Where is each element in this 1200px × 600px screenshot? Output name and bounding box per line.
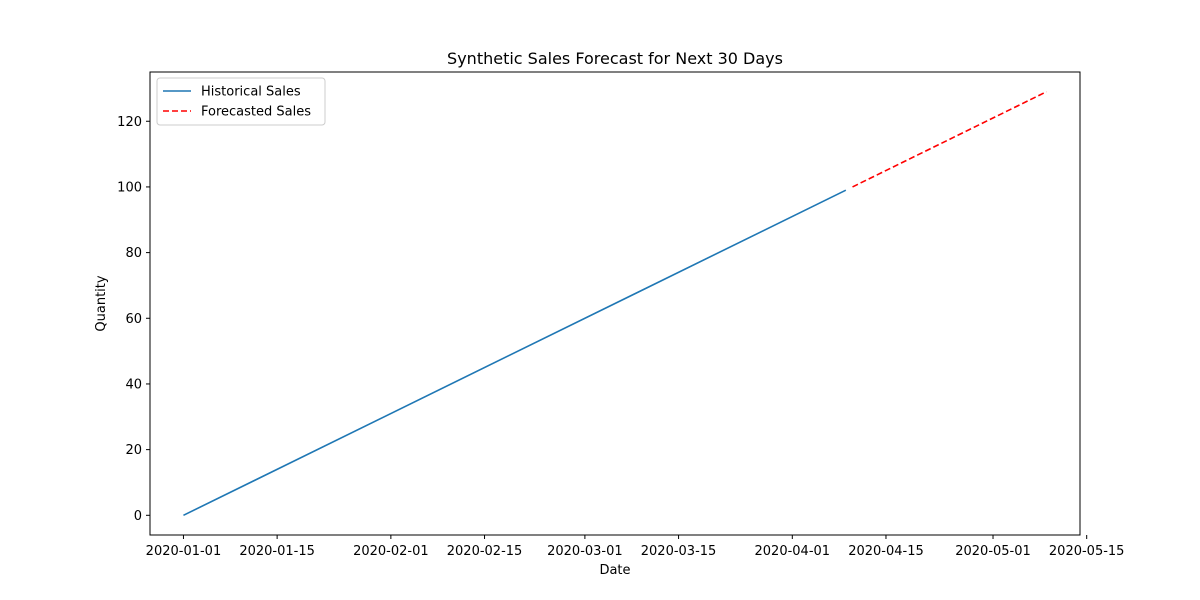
series-line-historical-sales [183,189,847,517]
y-tick-label: 0 [134,509,142,524]
x-tick-label: 2020-02-01 [353,544,429,559]
legend-entry-label: Forecasted Sales [201,105,311,120]
plot-frame [149,71,1081,536]
y-tick-label: 60 [125,312,142,327]
y-axis-label: Quantity [94,275,109,331]
legend-entry-label: Historical Sales [201,85,301,100]
x-tick-label: 2020-03-15 [641,544,717,559]
y-tick-label: 100 [117,180,142,195]
y-tick-label: 120 [117,115,142,130]
x-axis-label: Date [599,563,630,578]
x-tick-label: 2020-04-15 [848,544,924,559]
series-line-forecasted-sales [852,90,1047,188]
x-tick-label: 2020-03-01 [547,544,623,559]
chart-title: Synthetic Sales Forecast for Next 30 Day… [447,49,783,68]
x-tick-label: 2020-05-01 [955,544,1031,559]
series-group [183,90,1047,517]
y-axis-ticks: 0 20 40 60 80 100 120 [117,115,150,524]
y-tick-label: 80 [125,246,142,261]
y-tick-label: 20 [125,443,142,458]
x-axis-ticks: 2020-01-01 2020-01-15 2020-02-01 2020-02-15… [146,535,1125,559]
x-tick-label: 2020-02-15 [447,544,523,559]
y-tick-label: 40 [125,377,142,392]
legend-frame [156,77,326,126]
legend: Historical Sales Forecasted Sales [156,77,326,126]
x-tick-label: 2020-04-01 [755,544,831,559]
plot-area: 2020-01-01 2020-01-15 2020-02-01 2020-02-15… [117,71,1125,559]
x-tick-label: 2020-01-15 [239,544,315,559]
x-tick-label: 2020-05-15 [1049,544,1125,559]
x-tick-label: 2020-01-01 [146,544,222,559]
